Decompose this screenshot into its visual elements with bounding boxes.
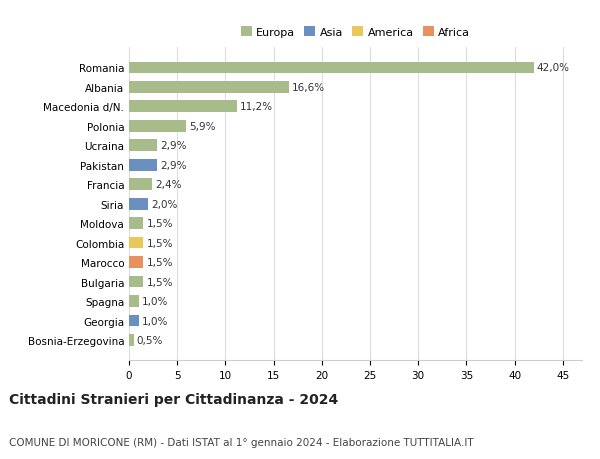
- Bar: [129, 335, 134, 346]
- Text: 2,9%: 2,9%: [160, 141, 187, 151]
- Bar: [129, 315, 139, 327]
- Bar: [129, 140, 157, 152]
- Text: 1,5%: 1,5%: [146, 277, 173, 287]
- Text: 2,4%: 2,4%: [155, 180, 182, 190]
- Legend: Europa, Asia, America, Africa: Europa, Asia, America, Africa: [236, 22, 475, 42]
- Text: 1,5%: 1,5%: [146, 238, 173, 248]
- Text: 1,0%: 1,0%: [142, 297, 168, 307]
- Bar: [129, 62, 534, 74]
- Text: Cittadini Stranieri per Cittadinanza - 2024: Cittadini Stranieri per Cittadinanza - 2…: [9, 392, 338, 406]
- Text: 42,0%: 42,0%: [537, 63, 570, 73]
- Bar: [129, 237, 143, 249]
- Text: 2,0%: 2,0%: [151, 199, 178, 209]
- Bar: [129, 257, 143, 269]
- Text: 11,2%: 11,2%: [240, 102, 273, 112]
- Text: 0,5%: 0,5%: [137, 336, 163, 345]
- Bar: [129, 296, 139, 307]
- Bar: [129, 276, 143, 288]
- Text: 1,0%: 1,0%: [142, 316, 168, 326]
- Text: 1,5%: 1,5%: [146, 218, 173, 229]
- Bar: [129, 160, 157, 171]
- Bar: [129, 198, 148, 210]
- Bar: [129, 121, 186, 132]
- Text: COMUNE DI MORICONE (RM) - Dati ISTAT al 1° gennaio 2024 - Elaborazione TUTTITALI: COMUNE DI MORICONE (RM) - Dati ISTAT al …: [9, 437, 473, 448]
- Bar: [129, 101, 237, 113]
- Text: 2,9%: 2,9%: [160, 160, 187, 170]
- Bar: [129, 218, 143, 230]
- Bar: [129, 179, 152, 190]
- Bar: [129, 82, 289, 94]
- Text: 5,9%: 5,9%: [189, 122, 215, 132]
- Text: 16,6%: 16,6%: [292, 83, 325, 93]
- Text: 1,5%: 1,5%: [146, 257, 173, 268]
